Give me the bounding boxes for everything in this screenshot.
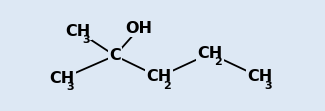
Text: CH: CH: [197, 46, 223, 61]
Text: 3: 3: [82, 35, 90, 45]
Text: C: C: [109, 48, 121, 63]
Text: 2: 2: [214, 57, 222, 67]
Text: CH: CH: [65, 24, 91, 39]
Text: CH: CH: [146, 69, 172, 84]
Text: 3: 3: [264, 81, 272, 91]
Text: CH: CH: [247, 69, 272, 84]
Text: 2: 2: [163, 81, 171, 91]
Text: OH: OH: [125, 21, 152, 36]
Text: CH: CH: [49, 71, 75, 86]
Text: 3: 3: [66, 82, 74, 92]
